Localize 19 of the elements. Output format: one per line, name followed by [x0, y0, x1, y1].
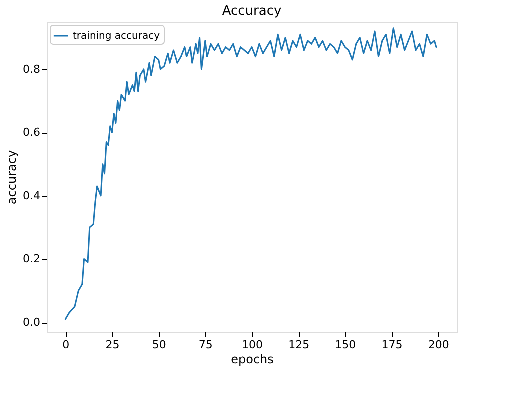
x-tick-label: 25 [106, 338, 120, 352]
line-series [64, 28, 438, 320]
x-tick-label: 150 [335, 338, 356, 352]
y-tick-label: 0.8 [23, 62, 40, 76]
x-tick-label: 100 [242, 338, 263, 352]
chart-title: Accuracy [222, 4, 282, 19]
x-tick-label: 125 [288, 338, 310, 352]
y-axis-title: accuracy [5, 150, 20, 205]
x-tick-label: 0 [62, 338, 70, 352]
y-tick-label: 0.2 [23, 252, 40, 266]
x-tick-label: 175 [382, 338, 403, 352]
x-axis-title: epochs [231, 352, 274, 366]
y-tick-label: 0.6 [23, 126, 40, 140]
x-tick-label: 75 [198, 338, 213, 352]
y-tick-label: 0.0 [23, 316, 40, 330]
x-tick-label: 50 [152, 338, 166, 352]
legend-label: training accuracy [73, 31, 160, 42]
x-tick-label: 200 [428, 338, 450, 352]
y-tick-label: 0.4 [23, 189, 40, 202]
